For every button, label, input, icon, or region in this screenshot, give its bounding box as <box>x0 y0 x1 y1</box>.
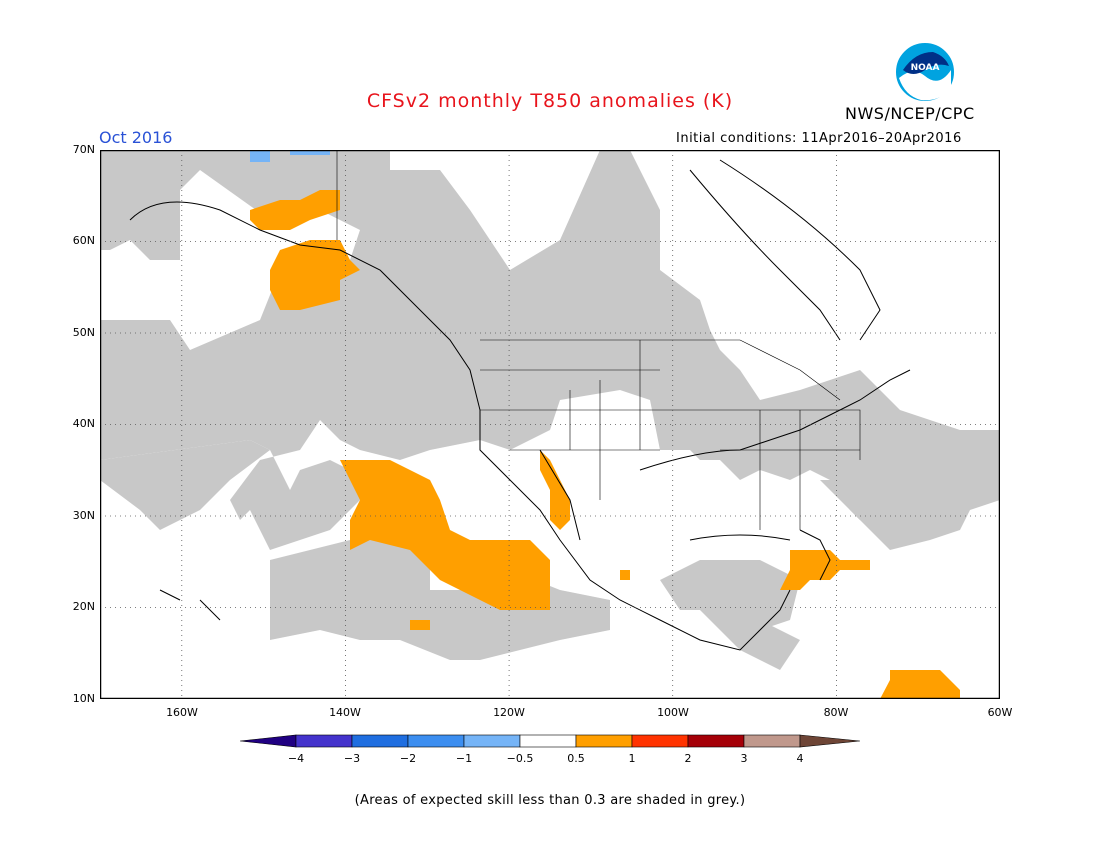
colorbar-label: 2 <box>684 752 692 765</box>
lat-label: 40N <box>72 417 95 430</box>
chart-title: CFSv2 monthly T850 anomalies (K) <box>366 90 734 112</box>
colorbar-cell <box>295 734 353 748</box>
lon-label: 160W <box>166 706 198 719</box>
lat-label: 20N <box>72 600 95 613</box>
noaa-logo: NOAA <box>894 41 956 103</box>
anomaly-map <box>100 150 1000 699</box>
colorbar-cell <box>631 734 689 748</box>
initial-conditions: Initial conditions: 11Apr2016–20Apr2016 <box>676 131 962 146</box>
lon-label: 120W <box>493 706 525 719</box>
lon-label: 140W <box>329 706 361 719</box>
colorbar-label: 3 <box>740 752 748 765</box>
agency-label: NWS/NCEP/CPC <box>845 104 975 123</box>
colorbar-label: −1 <box>455 752 473 765</box>
valid-month: Oct 2016 <box>99 128 173 147</box>
lon-label: 60W <box>987 706 1013 719</box>
colorbar-cell <box>799 734 861 748</box>
colorbar-label: 4 <box>796 752 804 765</box>
noaa-logo-text: NOAA <box>911 63 940 73</box>
colorbar-cell <box>519 734 577 748</box>
colorbar-cell <box>351 734 409 748</box>
lat-label: 50N <box>72 326 95 339</box>
lat-label: 30N <box>72 509 95 522</box>
lat-label: 70N <box>72 143 95 156</box>
colorbar <box>240 734 861 748</box>
colorbar-cell <box>407 734 465 748</box>
colorbar-cell <box>463 734 521 748</box>
colorbar-label: 0.5 <box>567 752 585 765</box>
colorbar-cell <box>575 734 633 748</box>
colorbar-label: −0.5 <box>506 752 534 765</box>
colorbar-cell <box>240 734 297 748</box>
colorbar-cell <box>687 734 745 748</box>
skill-note: (Areas of expected skill less than 0.3 a… <box>354 793 746 808</box>
lat-label: 10N <box>72 692 95 705</box>
colorbar-label: −4 <box>287 752 305 765</box>
lat-label: 60N <box>72 234 95 247</box>
colorbar-label: −2 <box>399 752 417 765</box>
lon-label: 100W <box>657 706 689 719</box>
colorbar-cell <box>743 734 801 748</box>
lon-label: 80W <box>823 706 849 719</box>
coastlines <box>129 159 911 651</box>
colorbar-label: −3 <box>343 752 361 765</box>
political-borders <box>336 150 861 530</box>
colorbar-label: 1 <box>628 752 636 765</box>
graticule <box>100 150 1000 699</box>
